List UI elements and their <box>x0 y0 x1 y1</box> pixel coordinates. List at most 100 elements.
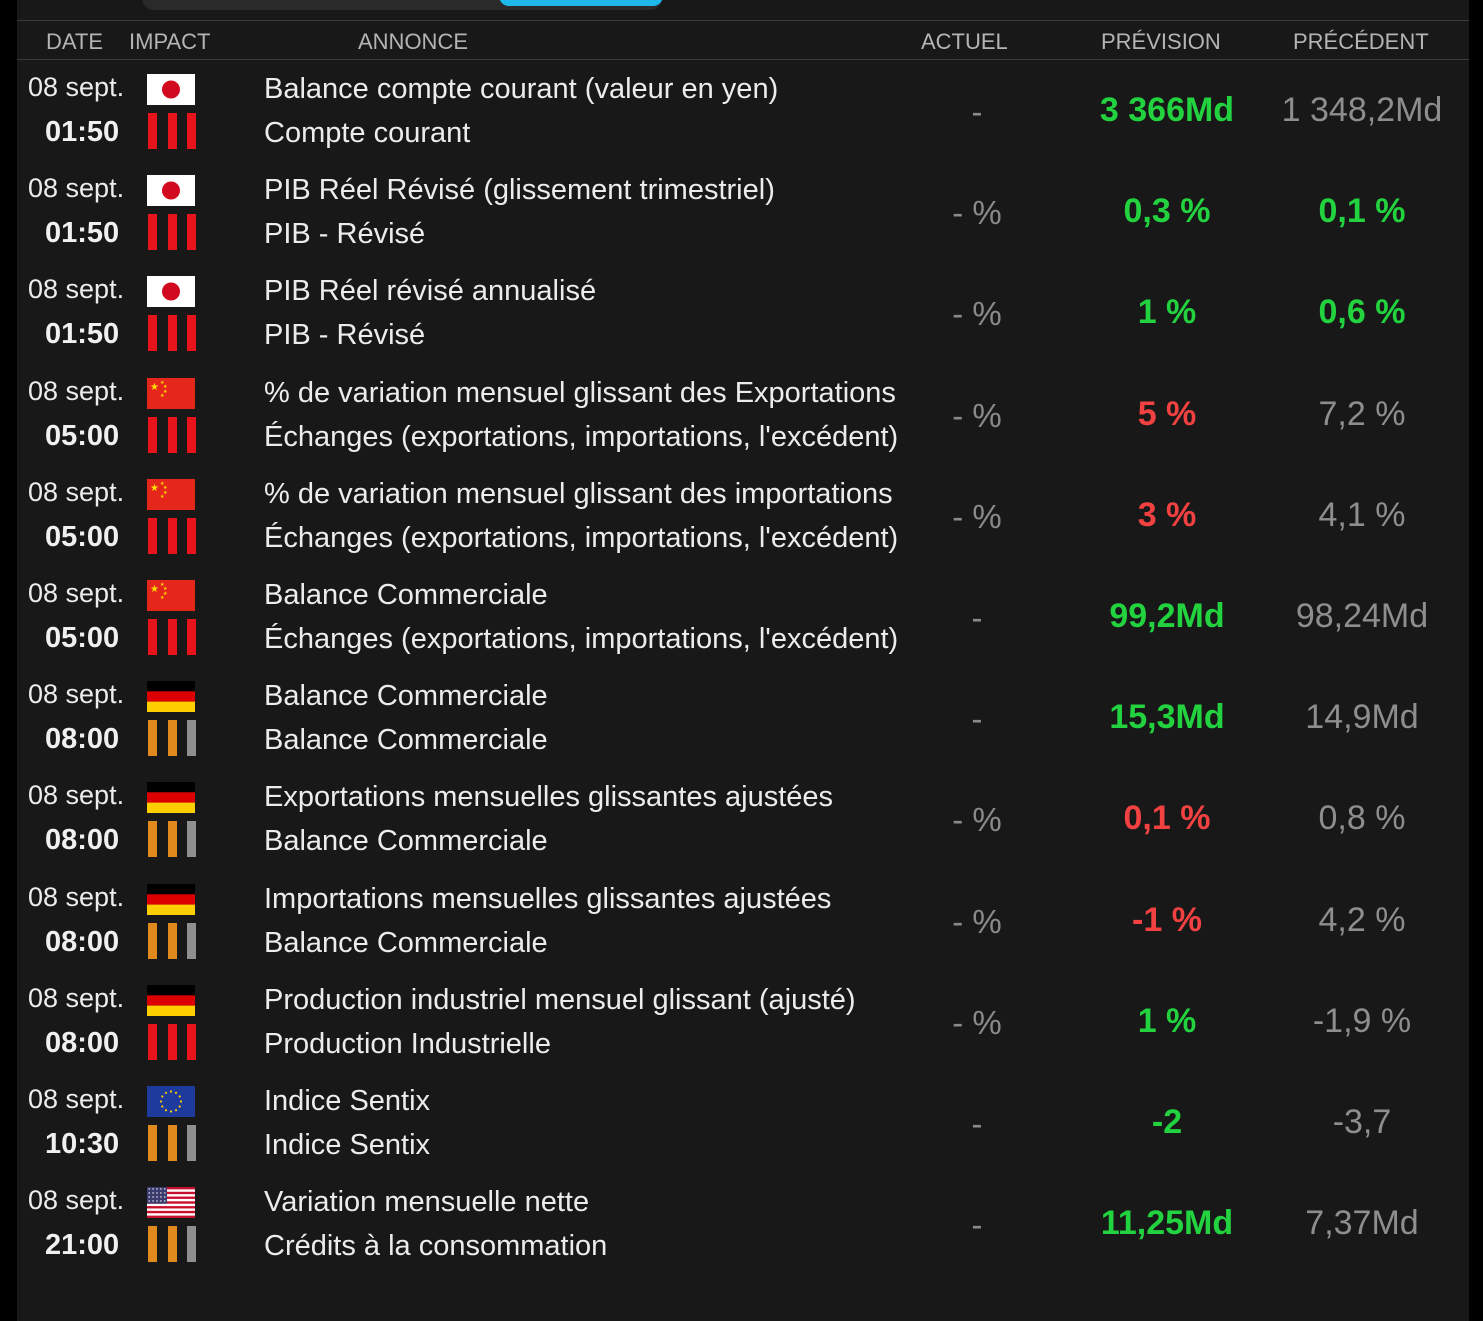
event-previous: 14,9Md <box>1305 698 1419 737</box>
svg-text:★: ★ <box>163 485 168 491</box>
event-row[interactable]: 08 sept. 08:00 Balance Commerciale Balance … <box>17 667 1469 768</box>
event-category: PIB - Révisé <box>264 319 426 352</box>
event-time: 05:00 <box>45 419 120 452</box>
svg-text:★: ★ <box>160 595 165 601</box>
impact-bar <box>187 821 196 858</box>
event-forecast: 11,25Md <box>1100 1204 1234 1243</box>
impact-bar <box>167 922 177 959</box>
event-row[interactable]: 08 sept. 21:00 Variation mensuelle nette Cr… <box>17 1173 1469 1274</box>
event-actual: - % <box>952 801 1002 839</box>
flag-jp-icon <box>147 175 195 207</box>
event-forecast: 15,3Md <box>1109 698 1225 737</box>
event-date: 08 sept. <box>28 1185 125 1216</box>
impact-bar <box>148 821 157 858</box>
event-previous: 0,8 % <box>1318 799 1406 838</box>
impact-indicator <box>148 922 196 959</box>
event-row[interactable]: 08 sept. 08:00 Importations mensuelles gli… <box>17 870 1469 971</box>
segmented-control-active-tab[interactable] <box>499 0 663 6</box>
event-category: Échanges (exportations, importations, l'… <box>264 420 899 453</box>
event-actual: - % <box>952 902 1002 940</box>
column-header-date[interactable]: DATE <box>46 29 104 54</box>
impact-bar <box>148 517 157 554</box>
event-category: Indice Sentix <box>264 1128 431 1161</box>
event-forecast: -2 <box>1151 1102 1183 1141</box>
event-time: 08:00 <box>45 1026 120 1059</box>
column-header-prevision[interactable]: PRÉVISION <box>1101 29 1221 54</box>
event-title: Indice Sentix <box>264 1084 431 1117</box>
event-date: 08 sept. <box>28 780 125 811</box>
event-row[interactable]: 08 sept. 05:00 ★ ★ ★ ★ ★ Balance Commerciale Éch… <box>17 566 1469 667</box>
event-time: 08:00 <box>45 824 120 857</box>
impact-indicator <box>148 618 196 655</box>
event-category: Production Industrielle <box>264 1027 551 1060</box>
flag-de-icon <box>147 883 195 915</box>
event-title: % de variation mensuel glissant des impo… <box>264 477 893 510</box>
event-row[interactable]: 08 sept. 08:00 Production industriel mensu… <box>17 971 1469 1072</box>
table-header: DATE IMPACT ANNONCE ACTUEL PRÉVISION PRÉ… <box>17 21 1469 60</box>
event-date: 08 sept. <box>28 476 125 507</box>
event-previous: 4,1 % <box>1318 495 1406 534</box>
column-header-annonce[interactable]: ANNONCE <box>358 29 469 54</box>
event-forecast: 0,3 % <box>1123 192 1211 231</box>
impact-bar <box>167 720 177 757</box>
event-row[interactable]: 08 sept. 05:00 ★ ★ ★ ★ ★% de variation mensuel… <box>17 364 1469 465</box>
economic-calendar-panel: DATE IMPACT ANNONCE ACTUEL PRÉVISION PRÉ… <box>17 0 1469 1321</box>
svg-text:★: ★ <box>160 380 165 386</box>
impact-bar <box>167 214 177 251</box>
impact-indicator <box>148 214 196 251</box>
event-actual: - <box>971 1104 983 1142</box>
svg-text:★: ★ <box>160 582 165 588</box>
event-row[interactable]: 08 sept. 05:00 ★ ★ ★ ★ ★% de variation mensuel… <box>17 465 1469 566</box>
impact-bar <box>148 922 157 959</box>
impact-bar <box>187 214 196 251</box>
event-title: % de variation mensuel glissant des Expo… <box>264 376 896 409</box>
impact-indicator <box>148 113 196 149</box>
event-time: 05:00 <box>45 621 120 654</box>
impact-bar <box>187 1023 196 1060</box>
event-actual: - <box>971 93 983 130</box>
event-category: PIB - Révisé <box>264 218 426 251</box>
impact-indicator <box>148 1124 196 1161</box>
event-actual: - <box>971 700 983 738</box>
impact-bar <box>167 113 177 149</box>
flag-jp-icon <box>147 276 195 308</box>
event-row[interactable]: 08 sept. 01:50 PIB Réel révisé annualisé PI… <box>17 262 1469 363</box>
event-previous: 7,2 % <box>1318 394 1406 433</box>
flag-cn-icon: ★ ★ ★ ★ ★ <box>147 579 195 611</box>
event-forecast: 1 % <box>1137 1001 1197 1040</box>
impact-bar <box>148 720 157 757</box>
impact-bar <box>187 1124 196 1161</box>
impact-bar <box>167 416 177 453</box>
column-header-precedent[interactable]: PRÉCÉDENT <box>1293 29 1429 54</box>
flag-us-icon <box>147 1187 195 1219</box>
event-category: Compte courant <box>264 117 471 149</box>
event-forecast: 0,1 % <box>1123 799 1211 838</box>
impact-indicator <box>148 1226 196 1263</box>
impact-bar <box>187 1226 196 1263</box>
svg-text:★: ★ <box>150 584 159 595</box>
event-date: 08 sept. <box>28 274 125 305</box>
svg-text:★: ★ <box>163 389 168 395</box>
flag-de-icon <box>147 681 195 713</box>
event-time: 05:00 <box>45 520 120 553</box>
event-row[interactable]: 08 sept. 01:50 PIB Réel Révisé (glissement… <box>17 161 1469 262</box>
impact-bar <box>187 517 196 554</box>
column-header-actuel[interactable]: ACTUEL <box>921 29 1008 54</box>
event-time: 08:00 <box>45 925 120 958</box>
event-actual: - <box>971 1206 983 1244</box>
event-previous: -3,7 <box>1332 1102 1392 1141</box>
segmented-control[interactable] <box>142 0 662 10</box>
event-row[interactable]: 08 sept. 01:50 Balance compte courant (val… <box>17 60 1469 161</box>
event-category: Échanges (exportations, importations, l'… <box>264 521 899 554</box>
event-previous: 1 348,2Md <box>1281 91 1443 129</box>
impact-bar <box>167 618 177 655</box>
event-row[interactable]: 08 sept. 08:00 Exportations mensuelles gli… <box>17 768 1469 869</box>
event-title: PIB Réel Révisé (glissement trimestriel) <box>264 174 775 207</box>
impact-bar <box>148 416 157 453</box>
event-row[interactable]: 08 sept. 10:30 Indice Sentix Indice Sentix -… <box>17 1072 1469 1173</box>
event-date: 08 sept. <box>28 375 125 406</box>
svg-text:★: ★ <box>163 586 168 592</box>
svg-text:★: ★ <box>150 382 159 393</box>
event-time: 01:50 <box>45 318 120 351</box>
column-header-impact[interactable]: IMPACT <box>129 29 211 54</box>
